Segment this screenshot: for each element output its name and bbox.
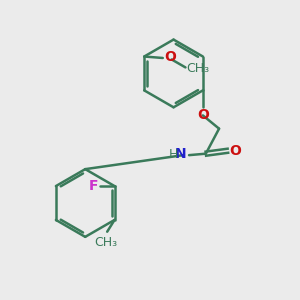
Text: O: O — [230, 144, 242, 158]
Text: CH₃: CH₃ — [186, 62, 209, 75]
Text: H: H — [169, 148, 178, 161]
Text: O: O — [197, 108, 209, 122]
Text: O: O — [164, 50, 176, 64]
Text: N: N — [175, 147, 186, 161]
Text: F: F — [88, 179, 98, 193]
Text: CH₃: CH₃ — [94, 236, 117, 249]
